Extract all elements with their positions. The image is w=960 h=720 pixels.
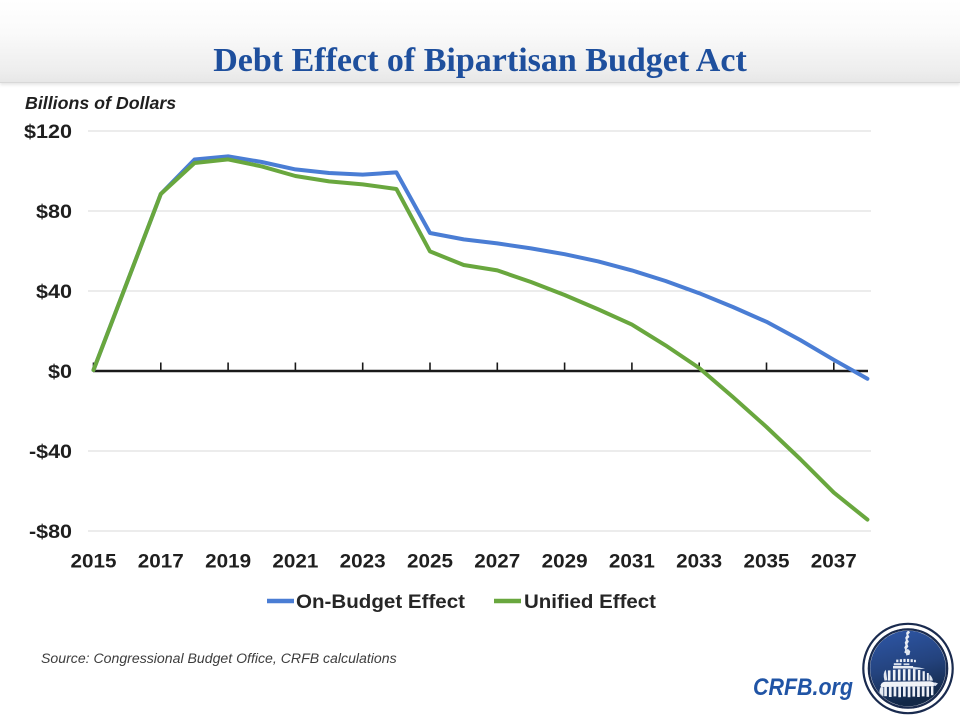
svg-text:2021: 2021	[272, 552, 318, 573]
svg-text:-$80: -$80	[29, 522, 72, 543]
svg-text:On-Budget Effect: On-Budget Effect	[296, 592, 466, 613]
svg-text:2023: 2023	[340, 552, 386, 573]
svg-text:2027: 2027	[474, 552, 520, 573]
svg-text:2031: 2031	[609, 552, 655, 573]
svg-text:2029: 2029	[542, 552, 588, 573]
svg-text:$0: $0	[48, 362, 72, 383]
svg-text:2035: 2035	[744, 552, 790, 573]
svg-text:$40: $40	[36, 282, 72, 303]
svg-text:-$40: -$40	[29, 442, 72, 463]
svg-text:2017: 2017	[138, 552, 184, 573]
svg-text:2025: 2025	[407, 552, 453, 573]
svg-text:2037: 2037	[811, 552, 857, 573]
svg-text:2033: 2033	[676, 552, 722, 573]
svg-text:CRFB.org: CRFB.org	[753, 674, 853, 701]
svg-text:2019: 2019	[205, 552, 251, 573]
svg-text:$120: $120	[24, 122, 72, 143]
svg-text:Unified Effect: Unified Effect	[524, 592, 657, 613]
svg-text:2015: 2015	[71, 552, 117, 573]
svg-text:$80: $80	[36, 202, 72, 223]
